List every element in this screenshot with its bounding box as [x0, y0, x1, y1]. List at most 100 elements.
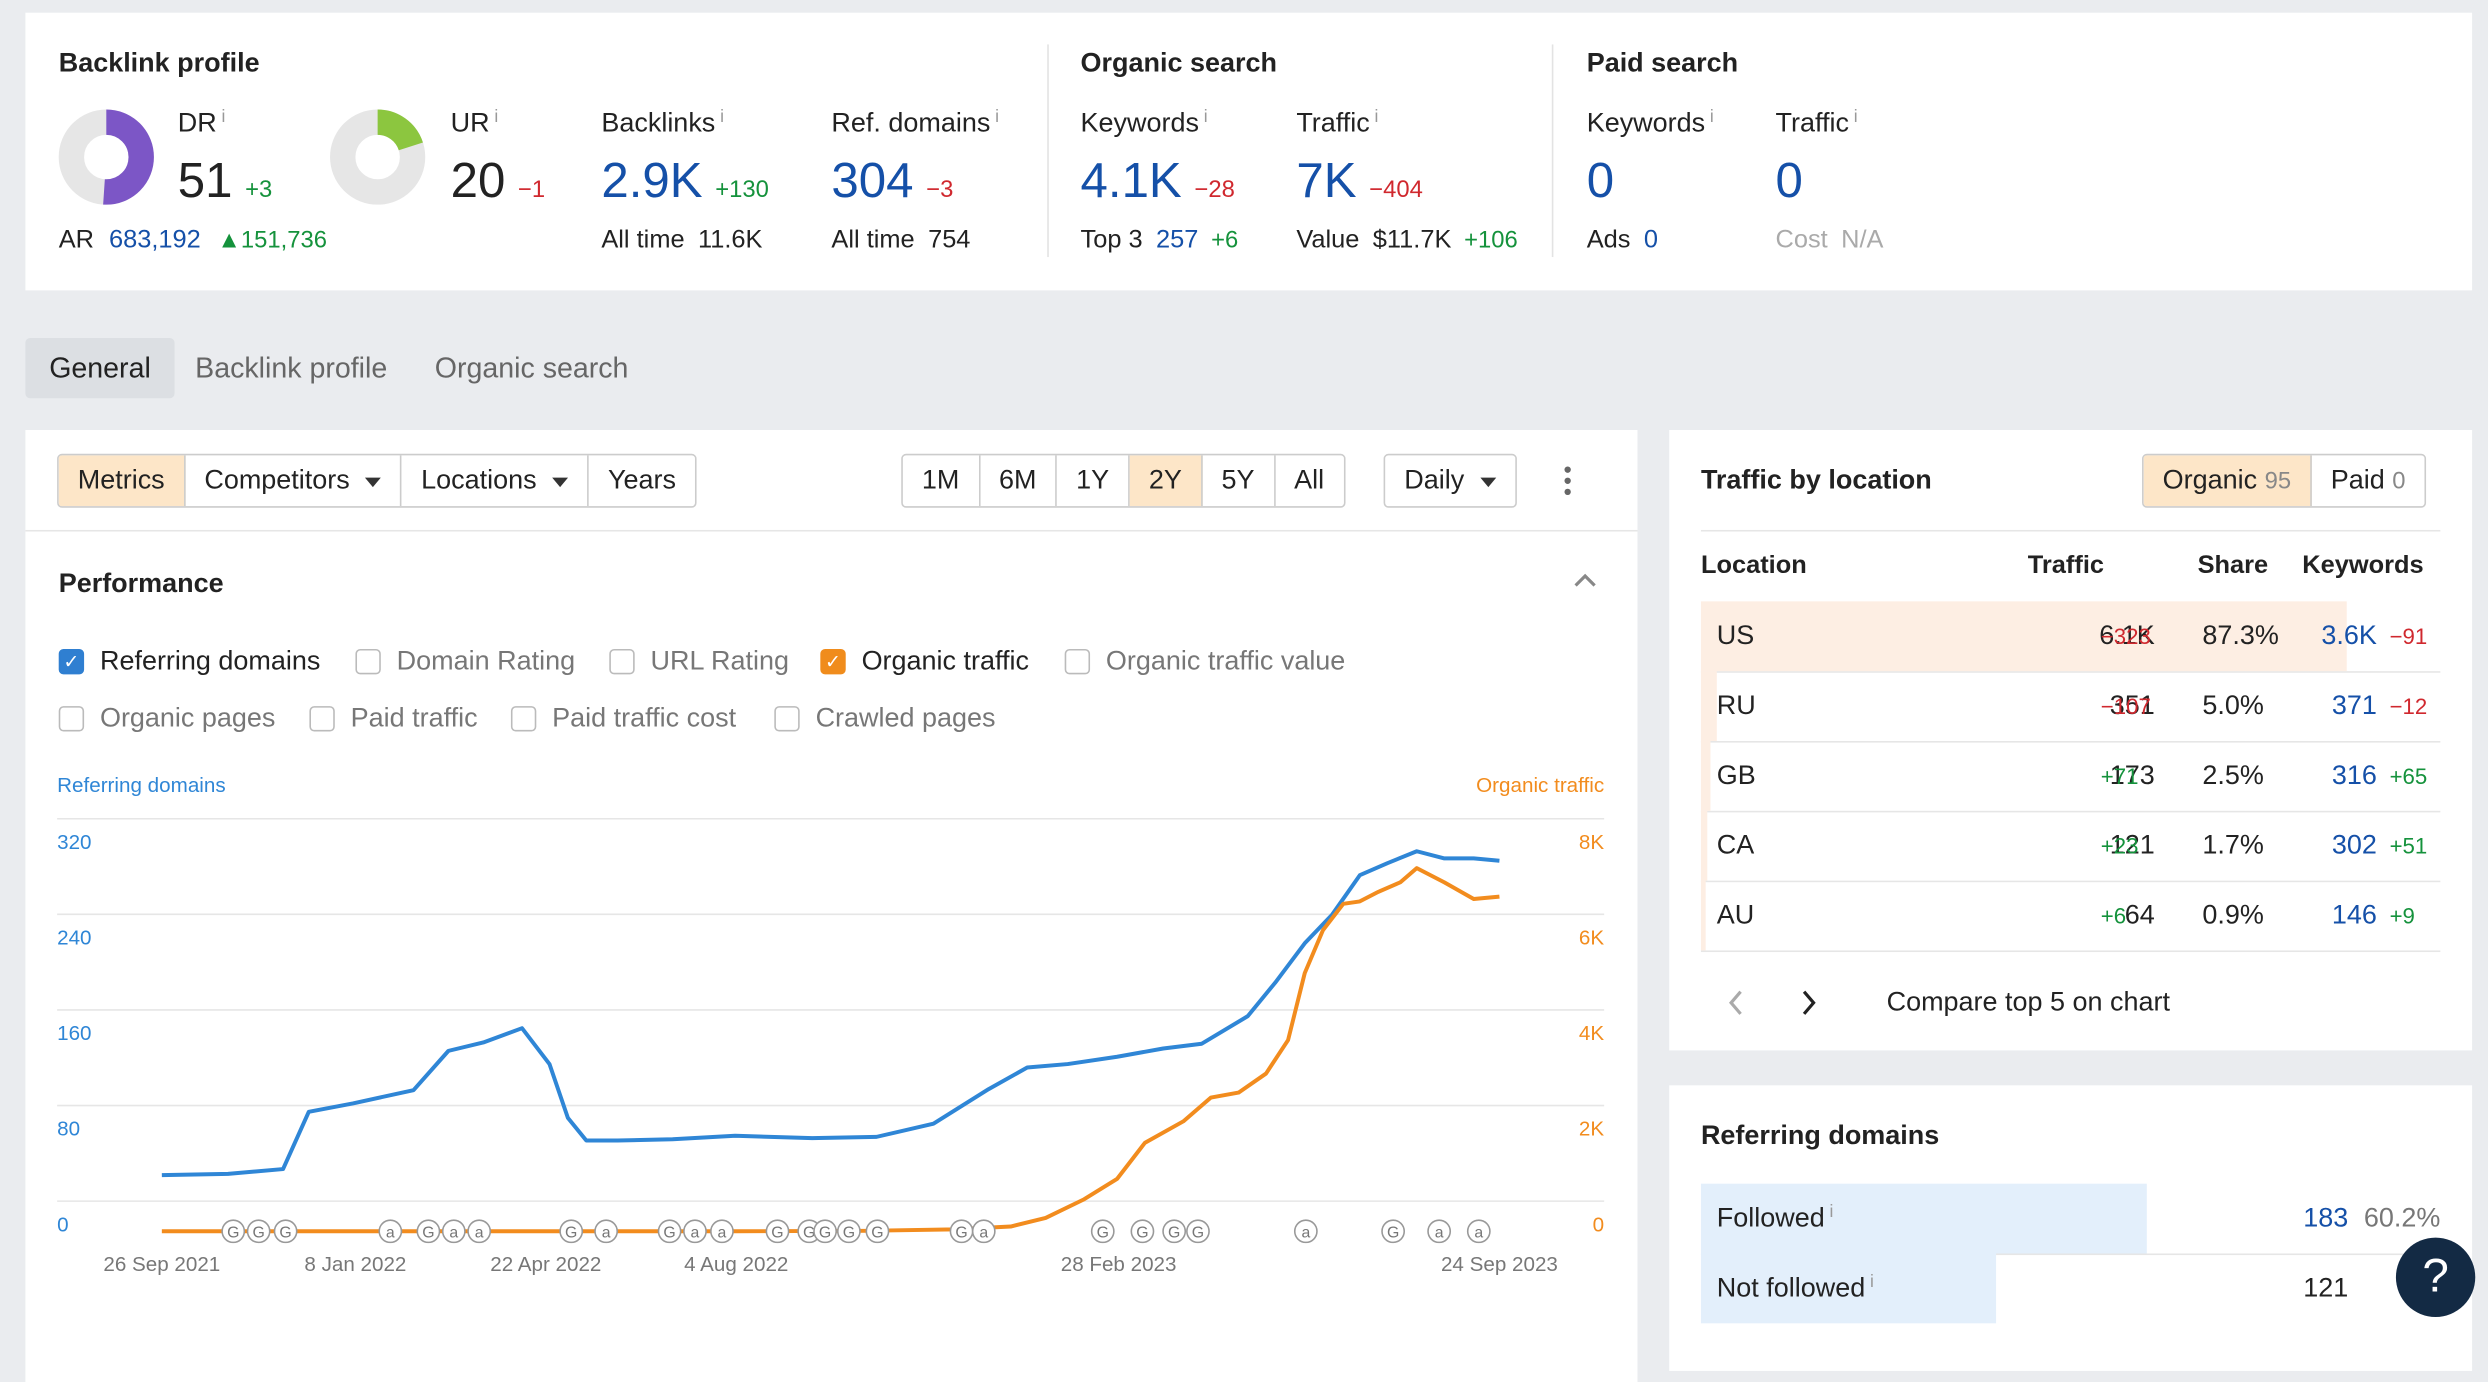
organic-traffic-value[interactable]: 7K −404 [1296, 152, 1423, 208]
checkbox-unchecked-icon [774, 706, 800, 732]
checkbox-crawled-pages[interactable]: Crawled pages [774, 703, 996, 735]
annotation-marker-label: G [1136, 1225, 1148, 1242]
performance-chart[interactable]: 320 8K 240 6K 160 4K 80 2K 0 0 26 Sep 2021 8 Jan 20… [0, 793, 1650, 1301]
checkbox-paid-traffic-cost[interactable]: Paid traffic cost [510, 703, 736, 735]
ref-domains-value[interactable]: 304 −3 [831, 152, 954, 208]
paid-cost: Cost N/A [1775, 226, 1884, 254]
referring-domains-title: Referring domains [1700, 1120, 1940, 1151]
range-all-button[interactable]: All [1294, 464, 1325, 496]
right-axis-title: Organic traffic [1476, 772, 1605, 797]
annotation-marker-label: a [449, 1225, 458, 1242]
tab-backlink-profile[interactable]: Backlink profile [195, 352, 388, 384]
annotation-marker [1186, 1219, 1210, 1244]
paid-toggle[interactable]: Paid 0 [2330, 464, 2406, 496]
checkbox-unchecked-icon [609, 648, 635, 675]
table-row[interactable]: GB 173 +71 2.5% 316 +65 [1700, 740, 2441, 813]
checkbox-organic-pages[interactable]: Organic pages [58, 703, 275, 735]
checkbox-paid-traffic[interactable]: Paid traffic [309, 703, 478, 735]
backlinks-value[interactable]: 2.9K +130 [601, 152, 769, 208]
paid-ads: Ads 0 [1586, 226, 1659, 254]
checkbox-checked-icon: ✓ [58, 648, 85, 675]
locations-dropdown[interactable]: Locations [402, 455, 589, 507]
y-left-tick-label: 320 [57, 831, 91, 854]
more-options-icon[interactable] [1558, 463, 1577, 498]
collapse-chevron-up-icon[interactable] [1572, 568, 1597, 597]
annotation-marker-label: G [1097, 1225, 1109, 1242]
annotation-marker [657, 1219, 682, 1244]
organic-traffic-label: Traffic i [1296, 107, 1379, 139]
annotation-marker-label: G [1387, 1225, 1399, 1242]
dr-donut-chart [58, 109, 154, 205]
annotation-marker-label: G [955, 1225, 967, 1242]
range-selector: 1M 6M 1Y 2Y 5Y All [901, 453, 1345, 508]
annotation-marker [971, 1219, 996, 1244]
x-tick-label: 24 Sep 2023 [1441, 1253, 1558, 1276]
col-keywords: Keywords [2302, 552, 2424, 580]
annotation-marker-label: G [871, 1225, 883, 1242]
annotation-marker [1130, 1219, 1155, 1244]
range-6m-button[interactable]: 6M [980, 455, 1058, 507]
not-followed-bar [1700, 1253, 1997, 1324]
table-row[interactable]: US 6.1K −323 87.3% 3.6K −91 [1700, 601, 2441, 673]
annotation-marker-label: a [1435, 1225, 1444, 1242]
paid-keywords-value[interactable]: 0 [1586, 152, 1615, 208]
annotation-marker [246, 1219, 271, 1244]
table-row[interactable]: CA 121 +23 1.7% 302 +51 [1700, 810, 2441, 883]
compare-top5-link[interactable]: Compare top 5 on chart [1886, 986, 2170, 1018]
left-axis-title: Referring domains [57, 772, 226, 797]
range-1y-button[interactable]: 1Y [1057, 455, 1130, 507]
col-traffic: Traffic [2027, 552, 2104, 580]
metrics-button[interactable]: Metrics [58, 455, 186, 507]
help-button[interactable]: ? [2395, 1237, 2476, 1317]
competitors-dropdown[interactable]: Competitors [185, 455, 403, 507]
next-page-chevron-icon[interactable] [1798, 989, 1820, 1025]
annotation-marker [710, 1219, 734, 1244]
y-left-tick-label: 240 [57, 926, 91, 949]
y-right-tick-label: 4K [1579, 1022, 1604, 1045]
annotation-marker-label: a [1474, 1225, 1483, 1242]
range-1m-button[interactable]: 1M [903, 455, 980, 507]
organic-keywords-value[interactable]: 4.1K −28 [1080, 152, 1235, 208]
annotation-marker-label: a [691, 1225, 700, 1242]
checkbox-referring-domains[interactable]: ✓ Referring domains [58, 646, 321, 678]
table-row[interactable]: RU 351 −107 5.0% 371 −12 [1700, 671, 2441, 743]
traffic-by-location-card [1669, 429, 2473, 1051]
organic-toggle[interactable]: Organic 95 [2143, 455, 2312, 507]
paid-traffic-value[interactable]: 0 [1775, 152, 1803, 208]
y-right-tick-label: 6K [1579, 926, 1604, 949]
annotation-marker [1162, 1219, 1187, 1244]
performance-title: Performance [58, 568, 224, 599]
annotation-marker [416, 1219, 441, 1244]
range-2y-button[interactable]: 2Y [1129, 455, 1203, 507]
annotation-marker [765, 1219, 790, 1244]
annotation-marker-label: G [279, 1225, 291, 1242]
prev-page-chevron-icon[interactable] [1725, 989, 1747, 1025]
view-selector: Metrics Competitors Locations Years [57, 453, 697, 508]
dr-value: 51 +3 [177, 152, 273, 208]
interval-dropdown[interactable]: Daily [1383, 453, 1517, 508]
checkbox-url-rating[interactable]: URL Rating [609, 646, 789, 678]
checkbox-organic-traffic-value[interactable]: Organic traffic value [1064, 646, 1345, 678]
tab-organic-search[interactable]: Organic search [434, 352, 629, 384]
ar-value[interactable]: 683,192 [108, 226, 201, 254]
annotation-marker-label: a [1301, 1225, 1310, 1242]
range-5y-button[interactable]: 5Y [1202, 455, 1276, 507]
followed-row[interactable]: Followed i 183 60.2% [1700, 1183, 2441, 1256]
backlinks-label: Backlinks i [601, 107, 724, 139]
table-row[interactable]: AU 64 +6 0.9% 146 +9 [1700, 880, 2441, 953]
annotation-marker [378, 1219, 403, 1244]
organic-keywords-label: Keywords i [1080, 107, 1208, 139]
divider [1700, 529, 2441, 532]
tab-general[interactable]: General [25, 337, 175, 399]
share-bar [1700, 880, 1706, 951]
checkbox-domain-rating[interactable]: Domain Rating [355, 646, 575, 678]
annotation-marker-label: G [803, 1225, 815, 1242]
ar-row: AR 683,192 ▲151,736 [58, 226, 327, 254]
years-button[interactable]: Years [608, 464, 677, 496]
annotation-marker-label: a [475, 1225, 484, 1242]
organic-traffic-value-row: Value $11.7K +106 [1296, 226, 1518, 254]
checkbox-organic-traffic[interactable]: ✓ Organic traffic [820, 646, 1029, 678]
annotation-marker-label: G [663, 1225, 675, 1242]
organic-traffic-line [161, 866, 1500, 1234]
